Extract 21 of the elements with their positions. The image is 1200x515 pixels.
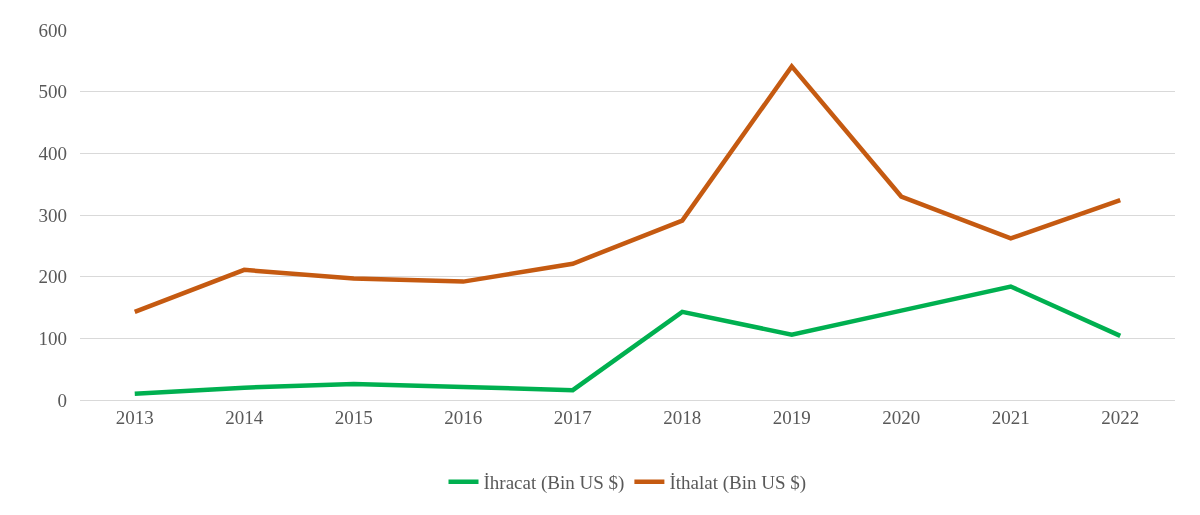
y-tick-label: 200 bbox=[38, 266, 67, 288]
x-tick-label: 2018 bbox=[663, 406, 702, 428]
y-tick-label: 600 bbox=[38, 19, 67, 41]
x-tick-label: 2016 bbox=[444, 406, 483, 428]
x-tick-label: 2021 bbox=[991, 406, 1030, 428]
legend-label: İhracat (Bin US $) bbox=[483, 472, 625, 495]
y-tick-label: 300 bbox=[38, 204, 67, 226]
x-tick-label: 2017 bbox=[553, 406, 592, 428]
y-tick-label: 500 bbox=[38, 81, 67, 103]
x-tick-label: 2020 bbox=[882, 406, 921, 428]
x-tick-label: 2014 bbox=[225, 406, 264, 428]
x-tick-label: 2022 bbox=[1101, 406, 1140, 428]
line-series bbox=[132, 284, 1123, 397]
legend-label: İthalat (Bin US $) bbox=[669, 472, 807, 495]
line-series bbox=[132, 64, 1123, 315]
x-tick-label: 2013 bbox=[115, 406, 154, 428]
y-tick-label: 400 bbox=[38, 142, 67, 164]
x-tick-label: 2019 bbox=[772, 406, 811, 428]
y-tick-label: 0 bbox=[57, 389, 67, 411]
x-tick-label: 2015 bbox=[334, 406, 373, 428]
y-tick-label: 100 bbox=[38, 327, 67, 349]
